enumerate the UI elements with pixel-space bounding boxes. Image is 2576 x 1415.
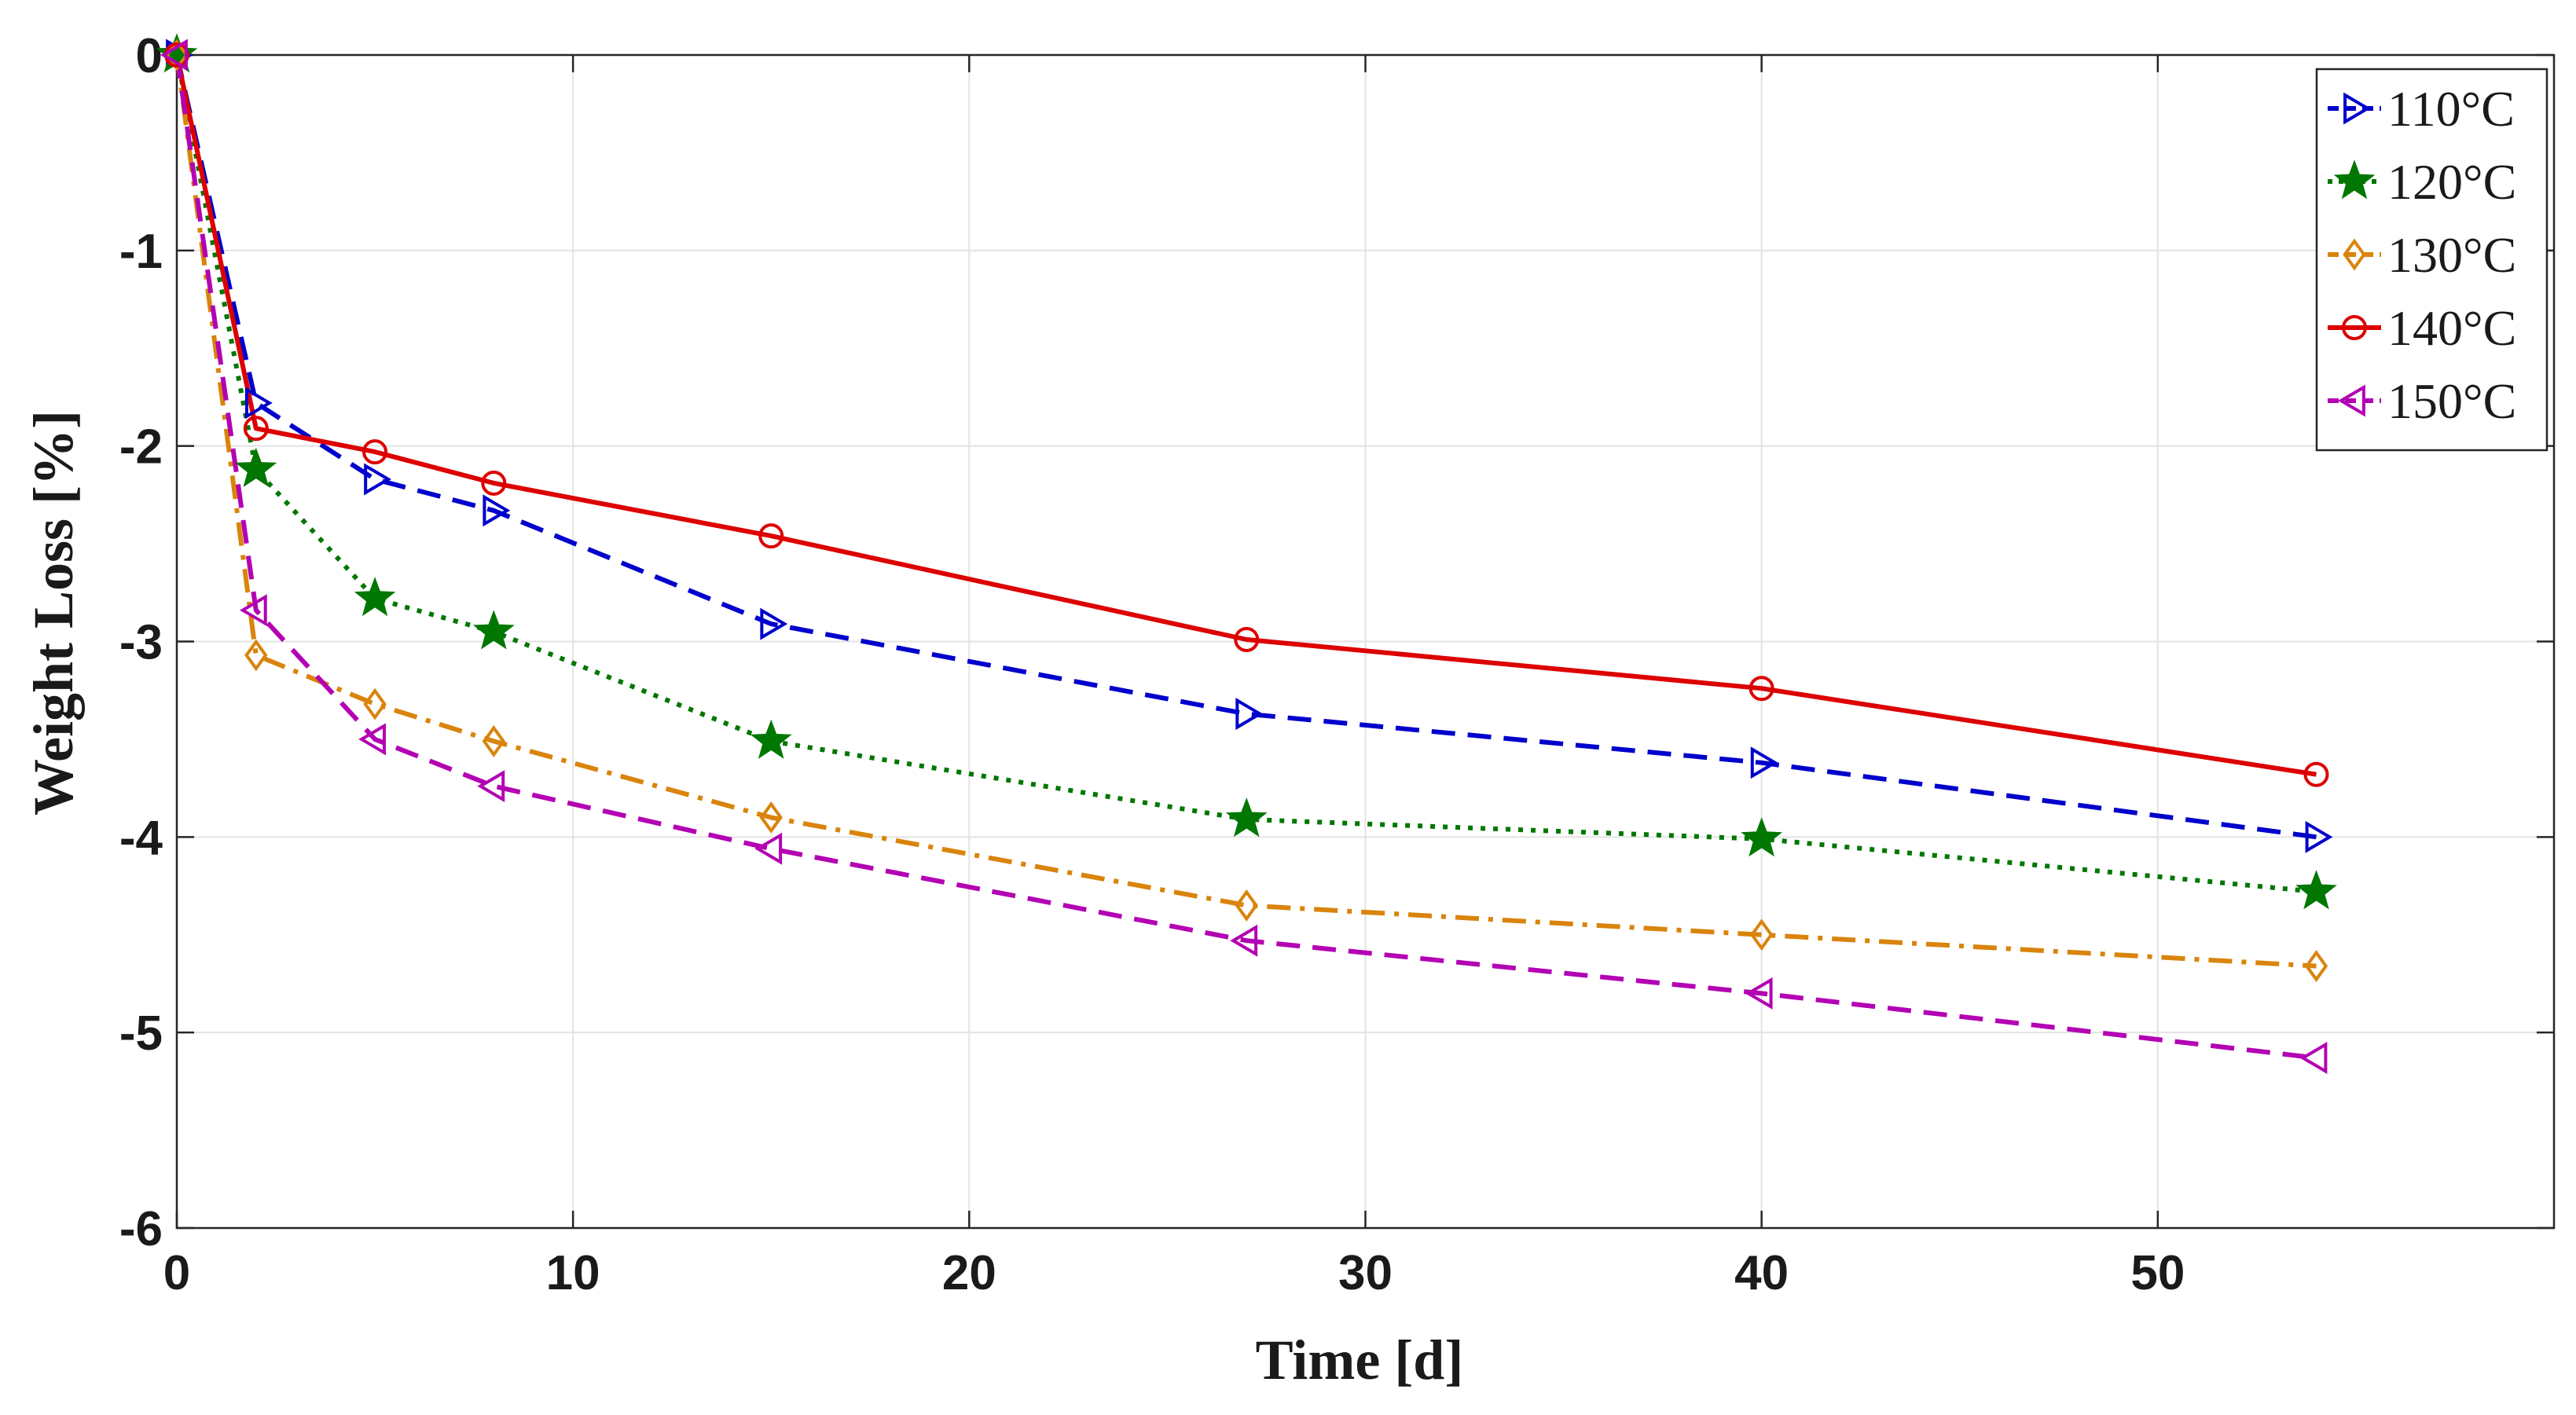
data-point-series-2 — [1749, 918, 1774, 951]
data-point-series-3 — [243, 416, 269, 442]
legend-label-1: 120°C — [2387, 154, 2516, 210]
data-point-series-1 — [750, 719, 792, 759]
x-tick-label: 30 — [1338, 1246, 1393, 1300]
data-point-series-3 — [1234, 627, 1260, 653]
y-axis-title: Weight Loss [%] — [22, 410, 85, 816]
data-point-series-4 — [477, 770, 505, 803]
x-tick-label: 50 — [2130, 1246, 2185, 1300]
y-tick-label: 0 — [136, 29, 163, 83]
data-point-series-1 — [1225, 797, 1268, 838]
legend-marker-4 — [2338, 384, 2365, 417]
data-point-series-3 — [1749, 676, 1774, 702]
legend-marker-0 — [2343, 92, 2371, 125]
data-point-series-0 — [760, 607, 788, 640]
legend-label-3: 140°C — [2387, 300, 2516, 356]
y-tick-label: -4 — [119, 811, 163, 865]
series-line-1 — [174, 54, 2317, 894]
legend: 110°C 120°C 130°C 140°C 150°C — [2315, 68, 2548, 452]
data-point-series-2 — [759, 801, 783, 834]
data-point-series-4 — [160, 38, 188, 71]
legend-label-2: 130°C — [2387, 227, 2516, 283]
series-line-2 — [174, 54, 2317, 969]
series-line-0 — [174, 54, 2317, 840]
data-point-series-4 — [754, 832, 783, 865]
series-line-3 — [174, 54, 2317, 777]
legend-box — [2315, 68, 2548, 452]
data-point-series-4 — [239, 594, 267, 627]
series-line-4 — [174, 54, 2317, 1061]
data-point-series-4 — [1745, 977, 1773, 1010]
data-point-series-0 — [244, 387, 273, 420]
data-point-series-4 — [1230, 924, 1258, 957]
legend-marker-1 — [2333, 159, 2376, 200]
data-point-series-0 — [2305, 820, 2333, 853]
data-point-series-0 — [483, 494, 511, 527]
data-point-series-1 — [1741, 817, 1782, 857]
y-tick-label: -1 — [119, 225, 163, 279]
legend-label-0: 110°C — [2387, 81, 2515, 137]
grid — [177, 55, 2554, 1228]
data-point-series-4 — [2299, 1042, 2328, 1075]
data-point-series-3 — [362, 439, 388, 465]
x-tick-label: 40 — [1734, 1246, 1789, 1300]
data-point-series-3 — [481, 470, 507, 496]
legend-marker-2 — [2343, 238, 2366, 271]
data-point-series-2 — [2304, 950, 2328, 982]
y-tick-label: -6 — [119, 1202, 163, 1256]
x-tick-label: 20 — [942, 1246, 996, 1300]
axes: 0 10 20 30 40 50 0 -1 -2 -3 -4 -5 -6 — [119, 29, 2556, 1300]
data-point-series-0 — [364, 463, 392, 496]
data-point-series-0 — [1235, 698, 1264, 731]
marker-group — [156, 33, 2337, 1075]
data-point-series-2 — [244, 639, 268, 672]
data-point-series-2 — [363, 687, 387, 720]
data-point-series-3 — [2303, 761, 2329, 787]
data-point-series-1 — [2295, 870, 2337, 910]
data-point-series-0 — [1750, 746, 1778, 779]
y-tick-label: -2 — [119, 420, 163, 475]
data-point-series-3 — [758, 523, 784, 549]
legend-marker-3 — [2342, 315, 2367, 340]
data-point-series-1 — [354, 577, 396, 617]
data-point-series-2 — [482, 724, 506, 757]
legend-label-4: 150°C — [2387, 373, 2516, 429]
x-tick-label: 0 — [163, 1246, 190, 1300]
x-tick-label: 10 — [546, 1246, 600, 1300]
series-group — [174, 54, 2317, 1061]
data-point-series-2 — [1235, 889, 1258, 922]
y-tick-label: -3 — [119, 616, 163, 670]
x-axis-title: Time [d] — [1256, 1329, 1464, 1391]
data-point-series-1 — [472, 610, 515, 650]
y-tick-label: -5 — [119, 1006, 163, 1061]
data-point-series-4 — [358, 723, 386, 756]
data-point-series-1 — [235, 447, 277, 487]
